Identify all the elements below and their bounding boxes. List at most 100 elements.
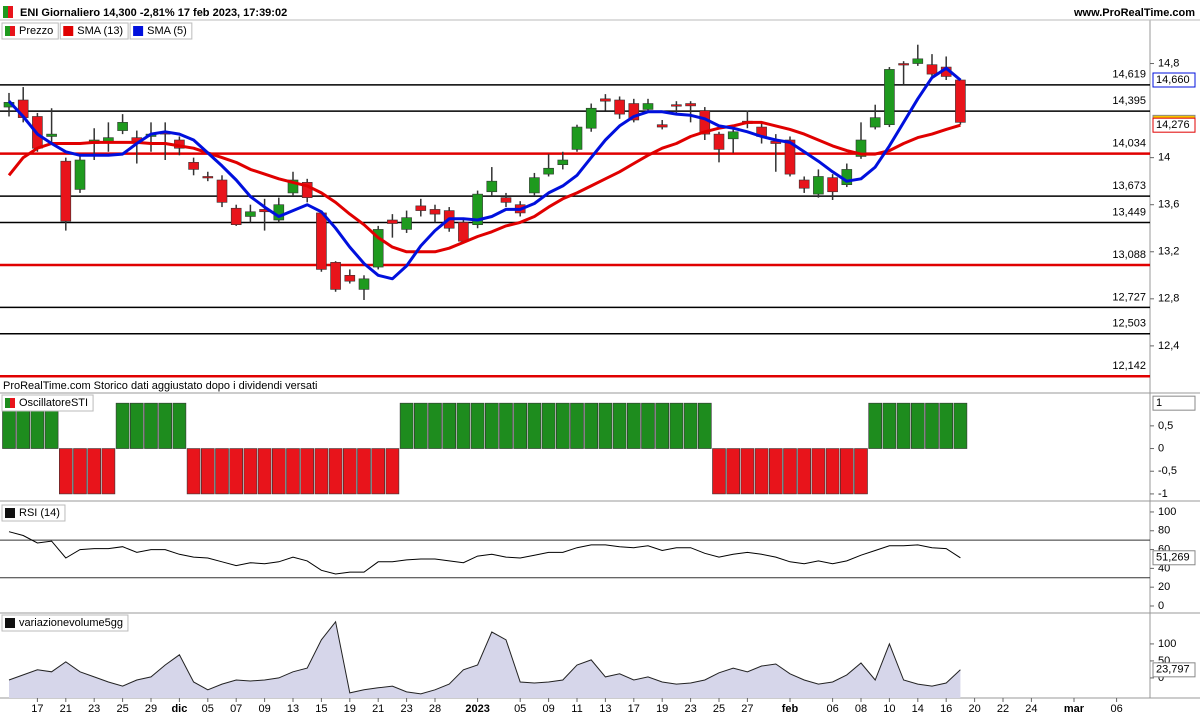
y-tick-label: 0,5 [1158,420,1173,432]
candle-body [358,278,370,290]
x-tick-label: 14 [912,703,924,715]
candle-body [245,211,256,217]
candle-body [202,176,214,179]
candle-body [46,133,57,137]
y-tick-label: 100 [1158,638,1176,650]
x-tick-label: 25 [713,703,725,715]
bar [768,448,783,495]
level-label: 13,449 [1112,206,1146,218]
bar [243,448,258,495]
legend-label: OscillatoreSTI [19,397,88,409]
rsi-line [8,531,961,575]
x-tick-label: 28 [429,703,441,715]
area-fill [9,621,961,698]
legend-swatch [5,26,10,36]
bar [527,402,542,449]
candle-body [713,133,725,150]
legend-box [129,22,193,40]
bar [300,448,315,495]
legend-label: SMA (5) [147,25,187,37]
bar [215,448,229,495]
bar [754,448,769,495]
y-tick-label: 13,6 [1158,199,1179,211]
x-tick-label: 06 [826,703,838,715]
legend-box [1,394,94,412]
bar [626,402,641,449]
x-tick-label: 13 [599,703,611,715]
x-tick-label: 19 [344,703,356,715]
bar [172,402,187,449]
x-tick-label: 20 [968,703,980,715]
candle-body [869,117,881,128]
bar [484,402,499,449]
candle-body [372,229,384,268]
bar [939,402,954,449]
y-tick-label: -1 [1158,488,1168,500]
level-label: 12,503 [1112,318,1146,330]
bar [314,448,329,495]
legend-swatch [133,26,144,36]
chart-title: ENI Giornaliero 14,300 -2,81% 17 feb 202… [20,7,287,19]
x-tick-label: 29 [145,703,157,715]
x-tick-label: 23 [88,703,100,715]
candle-body [500,197,512,203]
sma-line [7,66,962,281]
x-tick-label: 09 [258,703,270,715]
bar [201,448,215,495]
bar [839,448,854,495]
candle-body [798,179,810,189]
price-badge [1152,72,1196,88]
candle-body [230,207,242,226]
bar [740,448,755,495]
y-tick-label: 20 [1158,581,1170,593]
y-tick-label: 12,4 [1158,340,1179,352]
legend-box [1,22,59,40]
candle-body [571,126,583,150]
bar [825,448,840,495]
bar [854,448,868,495]
note: ProRealTime.com Storico dati aggiustato … [3,380,317,392]
bar [186,448,201,495]
y-tick-label: 0 [1158,442,1164,454]
candle-body [543,167,554,175]
level-label: 12,142 [1112,360,1146,372]
title-icon [3,6,8,18]
bar [328,448,343,495]
bar [342,448,357,495]
candle-body [429,209,441,215]
legend-swatch [10,26,15,36]
candle-body [884,69,895,126]
candle-body [60,160,72,222]
legend-box [1,614,129,632]
x-tick-label: 19 [656,703,668,715]
y-tick-label: 12,8 [1158,293,1179,305]
bar [598,402,613,449]
candle-body [955,79,966,123]
candle-body [316,212,327,270]
y-tick-label: 0 [1158,672,1164,684]
x-tick-label: 06 [1110,703,1122,715]
bar [456,402,471,449]
level-label: 14,395 [1112,95,1146,107]
level-label: 13,088 [1112,249,1146,261]
legend-swatch [5,508,15,518]
price-badge-label: 1 [1156,397,1162,409]
bar [641,402,655,449]
candle-body [855,139,867,157]
candle-body [813,176,824,195]
bar [612,402,627,449]
candle-body [415,205,427,211]
candle-body [585,107,597,129]
candle-body [642,103,654,110]
legend-label: variazionevolume5gg [19,617,123,629]
candle-body [671,104,682,107]
x-tick-label: dic [171,703,187,715]
x-tick-label: 05 [514,703,526,715]
x-tick-label: mar [1064,703,1085,715]
price-badge [1152,662,1196,678]
legend-box [1,504,66,522]
x-tick-label: 22 [997,703,1009,715]
bar [953,402,968,449]
x-tick-label: 23 [684,703,696,715]
bar [513,402,528,449]
